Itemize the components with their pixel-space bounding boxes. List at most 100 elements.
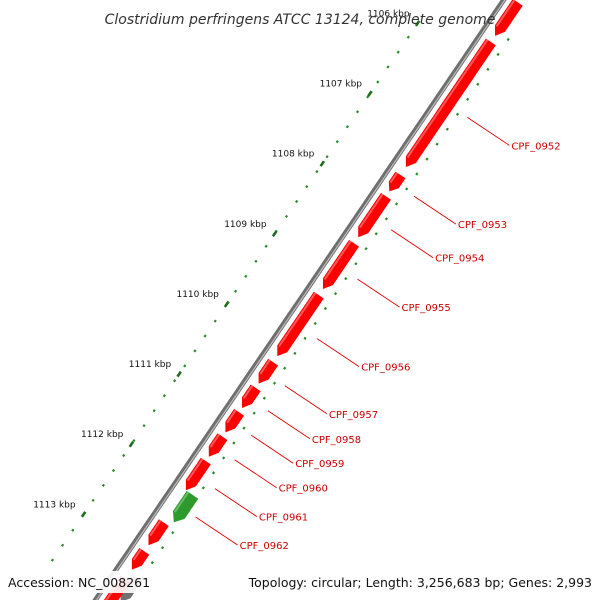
track-dot — [142, 424, 146, 428]
gene-arrow[interactable] — [495, 0, 523, 36]
scale-tick — [367, 90, 373, 97]
scale-tick — [80, 511, 87, 518]
track-dot — [406, 35, 410, 39]
gene-label[interactable]: CPF_0959 — [295, 459, 344, 470]
scale-label: 1108 kbp — [272, 150, 315, 160]
topology-text: Topology: circular; Length: 3,256,683 bp… — [248, 575, 592, 590]
track-dot — [384, 217, 388, 221]
track-dot — [183, 364, 187, 368]
track-dot — [284, 214, 289, 219]
track-dot — [264, 244, 268, 248]
track-dot — [111, 468, 116, 473]
track-dot — [394, 202, 399, 206]
topology-background — [256, 571, 596, 593]
backbone-line — [92, 0, 507, 600]
gene-label[interactable]: CPF_0957 — [329, 410, 378, 421]
gene-arrow[interactable] — [258, 358, 279, 384]
track-dot — [262, 396, 266, 400]
track-dot — [294, 199, 299, 204]
track-dot — [222, 456, 226, 460]
track-dot — [366, 95, 370, 99]
gene-arrow-highlight — [209, 433, 221, 448]
track-dot — [50, 558, 55, 562]
gene-label[interactable]: CPF_0954 — [435, 254, 484, 265]
track-dot — [335, 140, 339, 144]
track-dot — [172, 379, 177, 383]
track-dot — [354, 262, 358, 266]
accession-text: Accession: NC_008261 — [8, 575, 150, 590]
gene-arrow[interactable] — [322, 239, 359, 289]
gene-arrow[interactable] — [225, 408, 244, 433]
backbone-highlight — [95, 0, 506, 600]
gene-arrow-highlight — [242, 385, 254, 399]
track-dot — [315, 169, 319, 174]
gene-arrow[interactable] — [405, 38, 496, 167]
scale-tick — [176, 370, 182, 378]
track-dot — [376, 80, 380, 84]
track-dot — [305, 185, 309, 189]
gene-leader-line — [390, 229, 434, 259]
track-dot — [160, 546, 165, 550]
track-dot — [91, 498, 95, 502]
gene-arrow-highlight — [406, 39, 489, 158]
track-dot — [162, 394, 166, 398]
gene-arrow-highlight — [186, 458, 204, 482]
track-dot — [233, 289, 238, 293]
scale-tick — [271, 230, 278, 238]
track-dot — [345, 125, 350, 129]
track-dot — [101, 483, 105, 487]
scale-tick — [128, 441, 135, 448]
gene-arrow[interactable] — [185, 457, 211, 491]
inner-dot-track — [130, 37, 510, 595]
scale-label: 1112 kbp — [81, 430, 124, 440]
gene-arrow[interactable] — [358, 192, 391, 238]
scale-label: 1113 kbp — [33, 500, 76, 510]
track-dot — [252, 411, 256, 415]
gene-label[interactable]: CPF_0958 — [312, 435, 361, 446]
gene-arrow-highlight — [278, 292, 317, 348]
gene-leader-line — [250, 434, 294, 464]
accession-background — [4, 571, 152, 593]
track-dot — [496, 52, 500, 57]
gene-leader-line — [267, 410, 311, 440]
track-dot — [325, 155, 329, 159]
gene-arrow[interactable] — [388, 171, 406, 192]
gene-arrow[interactable] — [148, 519, 169, 546]
gene-labels: CPF_0952 CPF_0953 CPF_0954 CPF_0955 CPF_0956… — [240, 141, 561, 552]
gene-arrow-highlight — [389, 172, 398, 184]
scale-label: 1109 kbp — [224, 220, 267, 230]
gene-arrow[interactable] — [173, 490, 199, 523]
track-dot — [415, 172, 419, 176]
gene-label[interactable]: CPF_0961 — [259, 513, 308, 524]
track-dot — [364, 247, 368, 251]
track-dot — [203, 334, 207, 338]
gene-leader-line — [467, 117, 510, 146]
gene-leader-line — [316, 338, 360, 367]
gene-arrow-highlight — [173, 491, 190, 513]
gene-label[interactable]: CPF_0955 — [402, 303, 451, 314]
gene-arrow[interactable] — [277, 291, 324, 357]
gene-label[interactable]: CPF_0956 — [361, 363, 410, 374]
track-dot — [396, 50, 400, 54]
scale-label: 1111 kbp — [129, 360, 172, 370]
gene-arrow-highlight — [323, 240, 352, 280]
track-dot — [171, 531, 175, 535]
track-dot — [445, 127, 449, 131]
gene-arrow[interactable] — [208, 433, 228, 457]
track-dot — [506, 37, 510, 42]
track-dot — [71, 528, 75, 532]
gene-arrow-highlight — [226, 409, 237, 424]
gene-label[interactable]: CPF_0953 — [458, 220, 507, 231]
gene-label[interactable]: CPF_0962 — [240, 541, 289, 552]
scale-label: 1110 kbp — [176, 290, 219, 300]
track-dot — [355, 110, 360, 114]
gene-label[interactable]: CPF_0960 — [279, 484, 328, 495]
track-dot — [435, 142, 439, 146]
track-dot — [405, 187, 409, 191]
gene-label[interactable]: CPF_0952 — [511, 141, 560, 152]
gene-leader-line — [234, 459, 277, 489]
gene-arrow[interactable] — [242, 384, 261, 409]
gene-arrow[interactable] — [131, 547, 150, 570]
gene-track — [103, 0, 523, 600]
